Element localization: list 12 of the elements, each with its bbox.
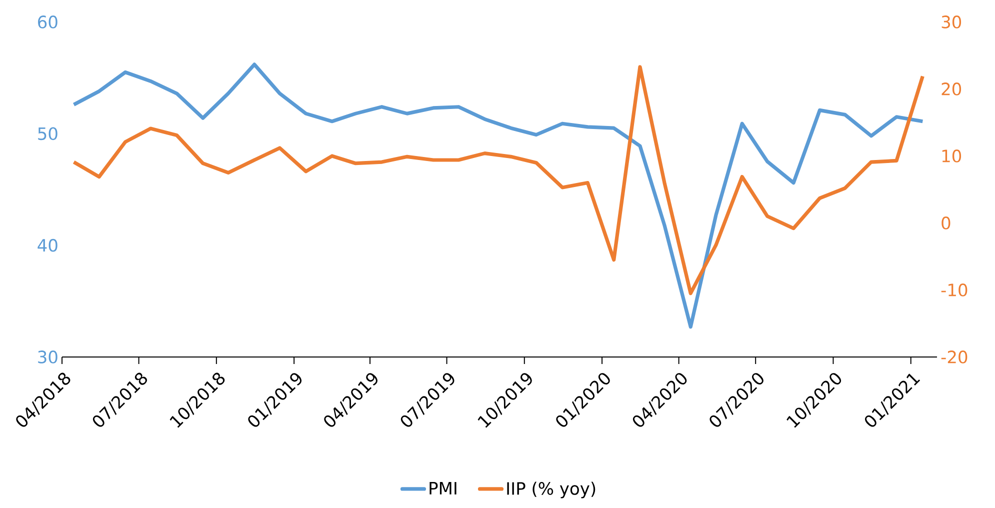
y-tick-label: 30	[38, 350, 58, 364]
y-tick-label: 40	[38, 238, 58, 252]
y2-tick-label: 0	[942, 216, 950, 230]
legend-label: PMI	[430, 482, 456, 494]
y-tick-label: 50	[38, 127, 58, 140]
y2-tick-label: 30	[942, 16, 962, 28]
y2-tick-label: -10	[941, 284, 968, 296]
y-tick-label: 60	[38, 16, 58, 28]
y2-tick-label: 10	[942, 150, 962, 162]
legend-label: IIP (% yoy)	[507, 482, 596, 498]
y2-tick-label: 20	[942, 82, 962, 96]
y2-tick-label: -20	[941, 350, 968, 364]
